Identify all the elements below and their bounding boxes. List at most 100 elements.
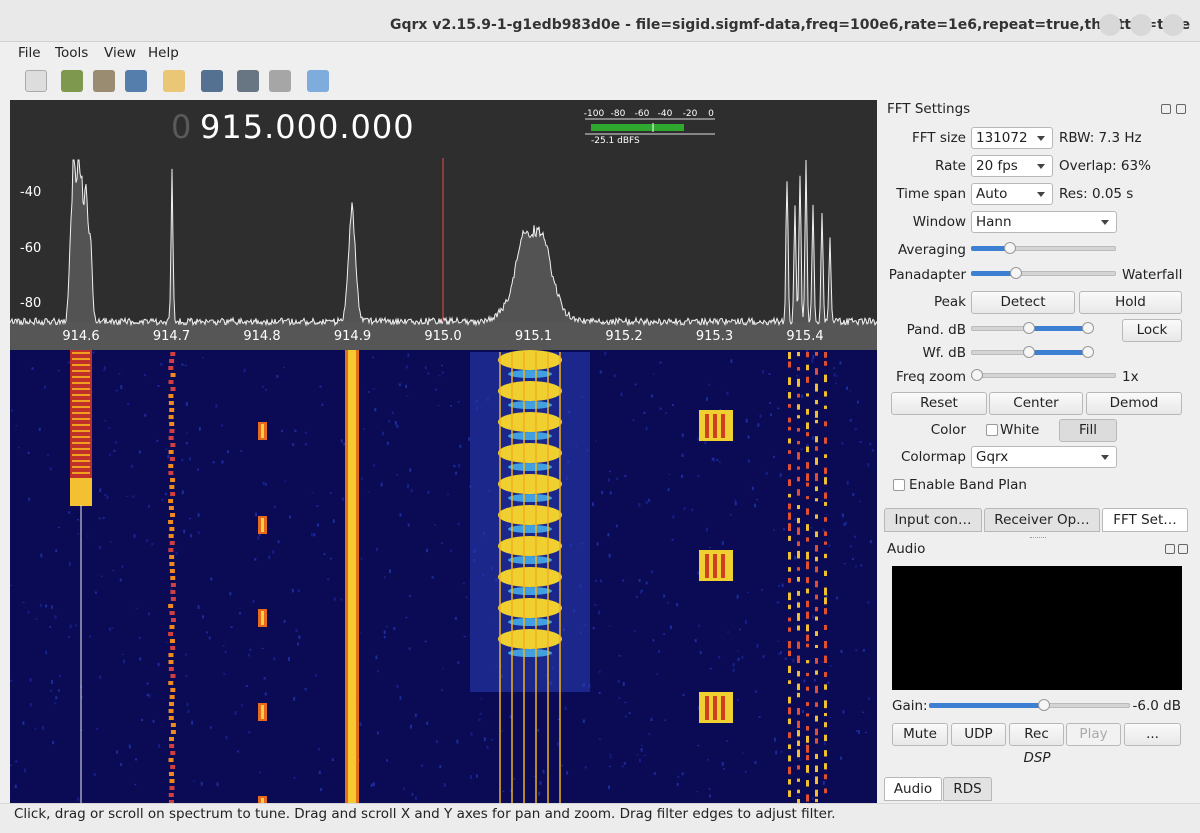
menu-item[interactable]: File [18,45,41,61]
dock-button[interactable] [1176,104,1186,114]
x-axis-label: 915.4 [786,329,824,344]
gain-slider-handle[interactable] [1038,699,1050,711]
waterfall-noise [225,735,228,740]
waterfall-noise [777,585,780,587]
waterfall-noise [131,464,134,468]
fill-button[interactable]: Fill [1059,419,1117,442]
dock-tab[interactable]: Audio [884,777,942,801]
waterfall-noise [102,517,105,520]
wf-signal [797,352,800,357]
wf-signal [788,426,791,431]
wf-signal [815,446,818,451]
menu-item[interactable]: Help [148,45,179,61]
setting-combo[interactable]: 131072 [971,127,1053,149]
waterfall-noise [293,776,296,779]
waterfall-noise [839,361,842,365]
action-button[interactable]: Center [989,392,1083,415]
wf-db-slider-handle[interactable] [1082,346,1094,358]
waterfall-noise [439,765,442,768]
dock-button[interactable] [1178,544,1188,554]
wf-signal [824,405,827,409]
wf-signal [797,550,800,559]
toolbar-icon[interactable] [201,70,223,92]
waterfall-noise [109,627,112,631]
meter-scale: -60 [634,109,650,119]
wf-signal [824,517,827,522]
waterfall-noise [607,533,610,537]
setting-combo[interactable]: Auto [971,183,1053,205]
panadapter-slider-handle[interactable] [1010,267,1022,279]
waterfall-noise [708,794,711,798]
waterfall-noise [110,541,113,543]
checkbox[interactable] [986,424,998,436]
x-axis-label: 915.2 [605,329,643,344]
freq-axis-bg [10,322,877,350]
dock-button[interactable] [1161,104,1171,114]
dock-tab[interactable]: RDS [943,777,992,801]
window-button[interactable] [1099,14,1121,36]
freq-zoom-slider-handle[interactable] [971,369,983,381]
wf-signal [788,680,791,684]
audio-button[interactable]: Rec [1009,723,1064,746]
wf-signal [815,670,818,675]
toolbar-icon[interactable] [93,70,115,92]
window-button[interactable] [1130,14,1152,36]
audio-button[interactable]: ... [1124,723,1181,746]
menu-item[interactable]: Tools [55,45,89,61]
waterfall-noise [450,404,453,407]
wf-signal [797,541,800,547]
waterfall-noise [229,592,232,596]
frequency-display[interactable]: 915.000.000 [200,108,415,146]
waterfall-noise [201,357,204,359]
detect-button[interactable]: Detect [971,291,1075,314]
audio-button[interactable]: Play [1066,723,1121,746]
checkbox[interactable] [893,479,905,491]
waterfall-noise [254,558,257,561]
pand-db-slider-handle[interactable] [1082,322,1094,334]
waterfall-noise [741,655,744,659]
waterfall-noise [718,656,721,659]
waterfall-noise [709,667,712,670]
waterfall-noise [852,493,855,496]
dock-tab[interactable]: Receiver Op… [984,508,1100,532]
toolbar-icon[interactable] [61,70,83,92]
waterfall-noise [539,781,542,785]
audio-button[interactable]: UDP [951,723,1006,746]
wf-signal [815,545,818,552]
waterfall-noise [608,478,611,482]
waterfall-noise [403,787,406,790]
toolbar-icon[interactable] [25,70,47,92]
dock-tab[interactable]: Input con… [884,508,982,532]
menu-item[interactable]: View [104,45,137,61]
action-button[interactable]: Demod [1086,392,1182,415]
setting-combo[interactable]: Hann [971,211,1117,233]
waterfall-noise [509,715,512,719]
wf-db-slider-handle[interactable] [1023,346,1035,358]
audio-button[interactable]: Mute [892,723,948,746]
hold-button[interactable]: Hold [1079,291,1182,314]
waterfall-noise [426,721,429,725]
toolbar-icon[interactable] [269,70,291,92]
wf-signal [170,492,176,496]
waterfall-noise [197,513,200,517]
waterfall-noise [146,539,149,542]
waterfall-noise [632,419,635,421]
toolbar-icon[interactable] [125,70,147,92]
setting-combo[interactable]: 20 fps [971,155,1053,177]
waterfall-noise [268,555,271,560]
toolbar-icon[interactable] [237,70,259,92]
wf-signal [815,685,818,694]
toolbar-icon[interactable] [307,70,329,92]
dock-button[interactable] [1165,544,1175,554]
waterfall-noise [106,495,109,499]
setting-combo[interactable]: Gqrx [971,446,1117,468]
toolbar-icon[interactable] [163,70,185,92]
averaging-slider-handle[interactable] [1004,242,1016,254]
dock-tab[interactable]: FFT Set… [1102,508,1188,532]
pand-db-slider-handle[interactable] [1023,322,1035,334]
lock-button[interactable]: Lock [1122,319,1182,342]
action-button[interactable]: Reset [891,392,987,415]
window-button[interactable] [1162,14,1184,36]
wf-signal [806,643,809,648]
waterfall-noise [277,540,280,544]
